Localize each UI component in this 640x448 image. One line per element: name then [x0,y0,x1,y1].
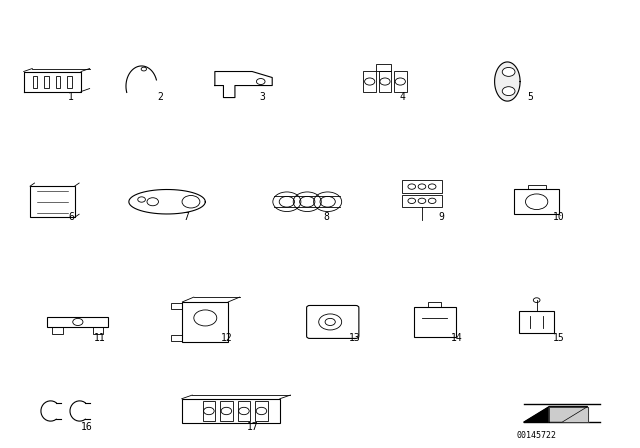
Text: 9: 9 [438,212,444,222]
Text: 13: 13 [349,332,360,343]
Text: 15: 15 [552,332,564,343]
Bar [428,302,441,307]
Text: 6: 6 [68,212,74,222]
Bar [52,327,63,334]
Bar [220,401,232,421]
Bar [182,399,280,423]
Bar [364,71,376,92]
Bar [413,307,456,336]
Bar [376,64,392,71]
Bar [93,327,103,334]
Bar [33,76,38,87]
Polygon shape [549,406,588,422]
Bar [379,71,392,92]
Bar [401,181,442,193]
Bar [67,76,72,87]
Bar [401,194,442,207]
Bar [30,186,75,217]
Bar [394,71,406,92]
Polygon shape [495,62,520,101]
Bar [171,303,182,309]
Text: 11: 11 [94,332,106,343]
Text: 17: 17 [246,422,259,431]
Bar [56,76,60,87]
Text: 14: 14 [451,332,462,343]
Text: 4: 4 [399,92,406,102]
Text: 1: 1 [68,92,74,102]
Bar [528,185,545,189]
Bar [519,311,554,333]
Circle shape [502,68,515,76]
Polygon shape [524,406,588,422]
Bar [515,189,559,214]
Text: 2: 2 [157,92,163,102]
Text: 00145722: 00145722 [516,431,557,440]
Text: 3: 3 [259,92,266,102]
Bar [203,401,215,421]
Text: 7: 7 [183,212,189,222]
Bar [171,335,182,340]
Bar [47,317,108,327]
Text: 16: 16 [81,422,93,431]
Circle shape [502,87,515,95]
Text: 8: 8 [323,212,329,222]
Text: 12: 12 [221,332,233,343]
Text: 5: 5 [527,92,533,102]
Bar [255,401,268,421]
Bar [238,401,250,421]
Text: 10: 10 [552,212,564,222]
Bar [182,302,228,342]
Bar [44,76,49,87]
